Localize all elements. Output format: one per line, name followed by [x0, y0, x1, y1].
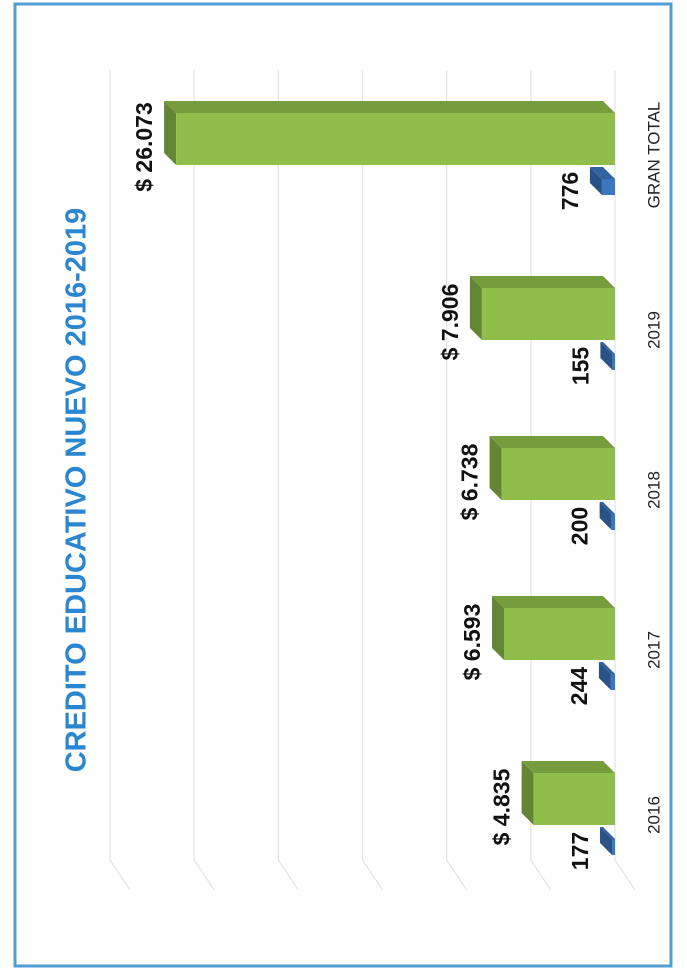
- chart-title: CREDITO EDUCATIVO NUEVO 2016-2019: [61, 208, 93, 773]
- bar: [611, 514, 616, 530]
- bar-top: [599, 502, 612, 530]
- grid-line: [193, 70, 215, 891]
- bar-side: [600, 342, 615, 354]
- data-label: 200: [567, 507, 593, 545]
- bar: [481, 288, 616, 340]
- rotated-chart: CREDITO EDUCATIVO NUEVO 2016-2019 2016 $ …: [61, 70, 663, 891]
- data-label: 155: [567, 347, 593, 386]
- data-label: $ 4.835: [489, 768, 515, 845]
- bar-side: [599, 502, 615, 514]
- bar-side: [164, 101, 615, 113]
- bar-side: [600, 827, 615, 839]
- bar-top: [469, 276, 482, 340]
- bar-top: [164, 101, 177, 165]
- bar: [612, 354, 615, 370]
- data-label: 776: [557, 172, 583, 210]
- bar-top: [600, 827, 613, 855]
- data-label: $ 7.906: [437, 284, 463, 361]
- x-tick-label: 2019: [644, 311, 663, 349]
- bar-side: [589, 167, 615, 179]
- bar-top: [489, 436, 502, 500]
- bar-top: [589, 167, 602, 195]
- x-tick-label: GRAN TOTAL: [644, 102, 663, 209]
- grid-line: [109, 70, 131, 891]
- grid-line: [361, 70, 383, 891]
- bar-side: [492, 596, 615, 608]
- grid-line: [277, 70, 299, 891]
- bar-top: [492, 596, 505, 660]
- data-label: $ 6.593: [459, 604, 485, 681]
- x-tick-label: 2016: [644, 796, 663, 834]
- frame: [13, 2, 673, 968]
- bar: [501, 448, 615, 500]
- bar-side: [489, 436, 615, 448]
- grid-line: [446, 70, 468, 891]
- bar: [176, 113, 616, 165]
- bar: [610, 674, 615, 690]
- grid-line: [614, 70, 636, 891]
- x-tick-label: 2018: [644, 471, 663, 509]
- x-tick-label: 2017: [644, 631, 663, 669]
- data-label: 244: [566, 667, 592, 706]
- data-label: $ 6.738: [457, 443, 483, 520]
- bar: [601, 179, 615, 195]
- data-label: $ 26.073: [131, 102, 157, 192]
- bar-side: [598, 662, 615, 674]
- bar-top: [598, 662, 611, 690]
- bar-side: [469, 276, 615, 288]
- bar-side: [521, 761, 615, 773]
- bar-top: [521, 761, 534, 825]
- data-label: 177: [567, 832, 593, 870]
- bar: [504, 608, 615, 660]
- bar-top: [600, 342, 613, 370]
- bar: [533, 773, 616, 825]
- bar: [612, 839, 616, 855]
